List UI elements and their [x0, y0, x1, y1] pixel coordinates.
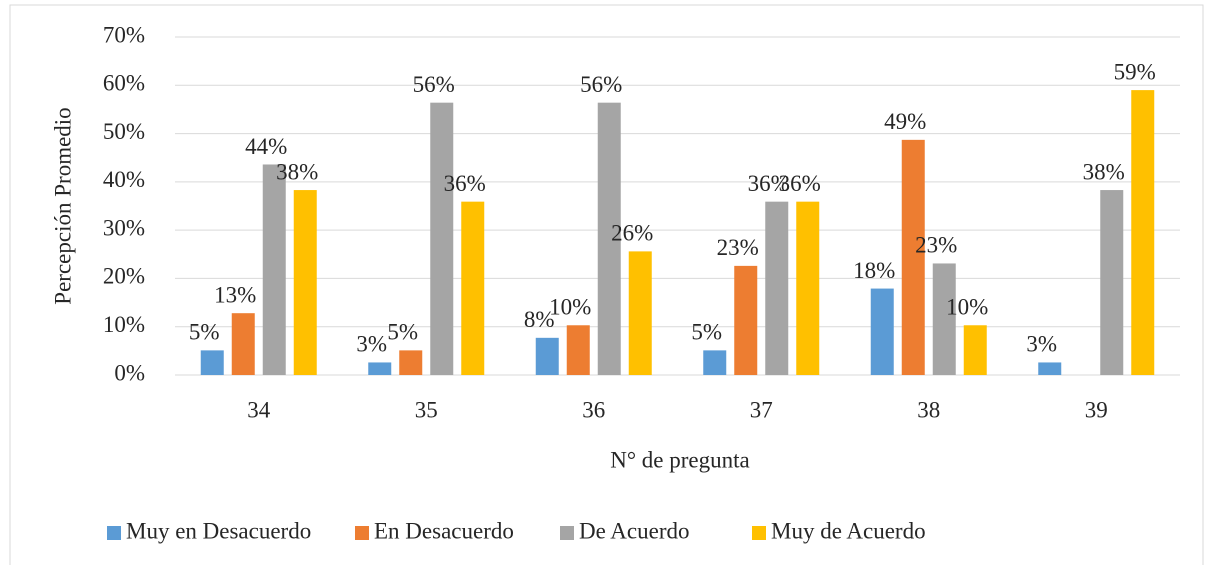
data-label: 49% — [884, 109, 926, 134]
bar — [430, 102, 454, 375]
data-label: 36% — [748, 171, 790, 196]
bar — [535, 337, 559, 375]
y-tick-label: 70% — [103, 22, 145, 47]
x-tick-label: 37 — [750, 397, 773, 422]
bar — [932, 263, 956, 375]
data-label: 3% — [356, 332, 387, 357]
data-label: 56% — [413, 72, 455, 97]
bar — [734, 265, 758, 375]
data-label: 8% — [524, 307, 555, 332]
data-label: 3% — [1026, 332, 1057, 357]
bar — [262, 164, 286, 375]
x-axis-title: N° de pregunta — [610, 447, 749, 472]
bar — [963, 325, 987, 375]
bar — [870, 288, 894, 375]
legend-label: De Acuerdo — [579, 518, 690, 543]
data-label: 18% — [853, 258, 895, 283]
y-tick-label: 60% — [103, 71, 145, 96]
legend-swatch — [355, 526, 369, 540]
data-label: 38% — [1083, 159, 1125, 184]
data-label: 5% — [189, 320, 220, 345]
data-label: 36% — [779, 171, 821, 196]
y-axis-title: Percepción Promedio — [50, 107, 75, 304]
bar — [399, 350, 423, 375]
data-label: 23% — [915, 233, 957, 258]
bar — [231, 313, 255, 375]
y-tick-label: 20% — [103, 264, 145, 289]
legend-label: Muy en Desacuerdo — [126, 518, 311, 543]
legend-swatch — [752, 526, 766, 540]
bar — [368, 362, 392, 375]
bar — [1131, 90, 1155, 375]
bar — [293, 190, 317, 375]
bar — [796, 201, 820, 375]
legend-swatch — [107, 526, 121, 540]
data-label: 44% — [245, 134, 287, 159]
legend-label: En Desacuerdo — [374, 518, 514, 543]
bar — [1100, 190, 1124, 375]
x-tick-label: 39 — [1085, 397, 1108, 422]
data-label: 56% — [580, 72, 622, 97]
bar — [597, 102, 621, 375]
data-label: 5% — [387, 320, 418, 345]
bar — [200, 350, 224, 375]
x-tick-label: 38 — [917, 397, 940, 422]
bar — [461, 201, 485, 375]
data-label: 26% — [611, 221, 653, 246]
y-tick-label: 10% — [103, 312, 145, 337]
x-tick-label: 34 — [247, 397, 271, 422]
data-label: 36% — [444, 171, 486, 196]
bar — [765, 201, 789, 375]
y-tick-label: 30% — [103, 215, 145, 240]
data-label: 13% — [214, 282, 256, 307]
data-label: 38% — [276, 159, 318, 184]
bar — [1038, 362, 1062, 375]
x-tick-label: 35 — [415, 397, 438, 422]
x-tick-label: 36 — [582, 397, 605, 422]
data-label: 59% — [1114, 59, 1156, 84]
y-tick-label: 50% — [103, 119, 145, 144]
bar — [566, 325, 590, 375]
bar — [901, 139, 925, 375]
bar — [628, 251, 652, 375]
bar — [703, 350, 727, 375]
data-label: 10% — [946, 295, 988, 320]
y-tick-label: 40% — [103, 167, 145, 192]
data-label: 5% — [691, 320, 722, 345]
legend-label: Muy de Acuerdo — [771, 518, 926, 543]
y-tick-label: 0% — [114, 360, 145, 385]
data-label: 23% — [717, 235, 759, 260]
legend-swatch — [560, 526, 574, 540]
data-label: 10% — [549, 295, 591, 320]
